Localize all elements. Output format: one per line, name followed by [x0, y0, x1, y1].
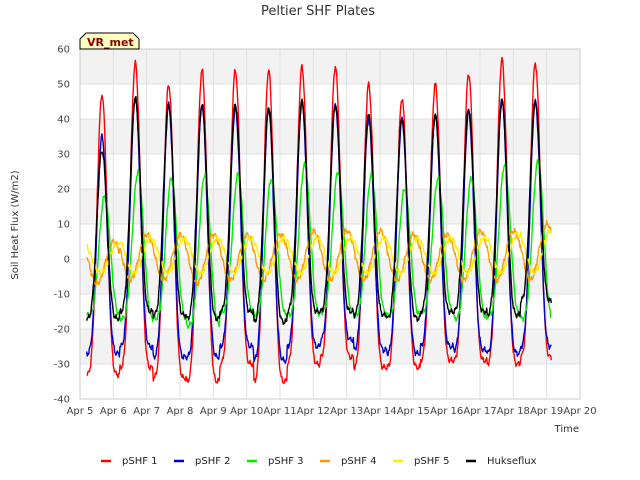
legend-label: pSHF 5 — [414, 456, 450, 467]
badge-label: VR_met — [87, 36, 134, 49]
x-tick-label: Apr 6 — [100, 406, 127, 417]
series-lines — [86, 56, 552, 385]
legend-label: pSHF 4 — [341, 456, 377, 467]
y-tick-label: 60 — [57, 45, 70, 56]
legend-label: pSHF 2 — [195, 456, 231, 467]
x-tick-label: Apr 12 — [297, 406, 330, 417]
x-tick-label: Apr 13 — [330, 406, 363, 417]
y-tick-label: 10 — [57, 220, 70, 231]
plot-band — [80, 119, 580, 154]
plot-band — [80, 329, 580, 364]
series-line-pshf-4 — [86, 219, 552, 287]
x-tick-label: Apr 7 — [133, 406, 160, 417]
y-axis-title: Soil Heat Flux (W/m2) — [10, 170, 21, 279]
x-tick-label: Apr 9 — [200, 406, 227, 417]
y-axis: -40 -30 -20 -10 0 10 20 30 40 50 60 — [54, 45, 70, 406]
x-tick-label: Apr 16 — [430, 406, 463, 417]
y-tick-label: -30 — [54, 360, 70, 371]
x-tick-label: Apr 5 — [67, 406, 94, 417]
y-tick-label: 50 — [57, 80, 70, 91]
badge-shape — [79, 32, 140, 50]
x-tick-label: Apr 14 — [363, 406, 396, 417]
plot-frame — [79, 48, 581, 400]
x-tick-label: Apr 17 — [463, 406, 496, 417]
legend-label: Hukseflux — [487, 456, 537, 467]
site-badge: VR_met — [79, 32, 140, 50]
series-line-hukseflux — [86, 95, 552, 325]
y-tick-label: 20 — [57, 185, 70, 196]
legend-label: pSHF 3 — [268, 456, 304, 467]
chart-title: Peltier SHF Plates — [261, 4, 375, 19]
x-tick-label: Apr 19 — [530, 406, 563, 417]
x-tick-label: Apr 10 — [230, 406, 263, 417]
x-tick-label: Apr 20 — [563, 406, 596, 417]
plot-band — [80, 49, 580, 84]
x-tick-label: Apr 8 — [167, 406, 194, 417]
y-tick-label: -10 — [54, 290, 70, 301]
series-line-pshf-5 — [86, 229, 552, 277]
y-tick-label: 30 — [57, 150, 70, 161]
x-tick-label: Apr 11 — [263, 406, 296, 417]
x-tick-label: Apr 18 — [497, 406, 530, 417]
x-tick-label: Apr 15 — [397, 406, 430, 417]
legend: pSHF 1 pSHF 2 pSHF 3 pSHF 4 pSHF 5 Hukseflux — [101, 456, 537, 467]
y-tick-label: -40 — [54, 395, 70, 406]
y-tick-label: 0 — [64, 255, 70, 266]
x-axis: Apr 5 Apr 6 Apr 7 Apr 8 Apr 9 Apr 10 Apr 11 Apr… — [67, 406, 597, 417]
y-tick-label: -20 — [54, 325, 70, 336]
legend-label: pSHF 1 — [122, 456, 158, 467]
y-tick-label: 40 — [57, 115, 70, 126]
x-axis-title: Time — [554, 424, 579, 435]
